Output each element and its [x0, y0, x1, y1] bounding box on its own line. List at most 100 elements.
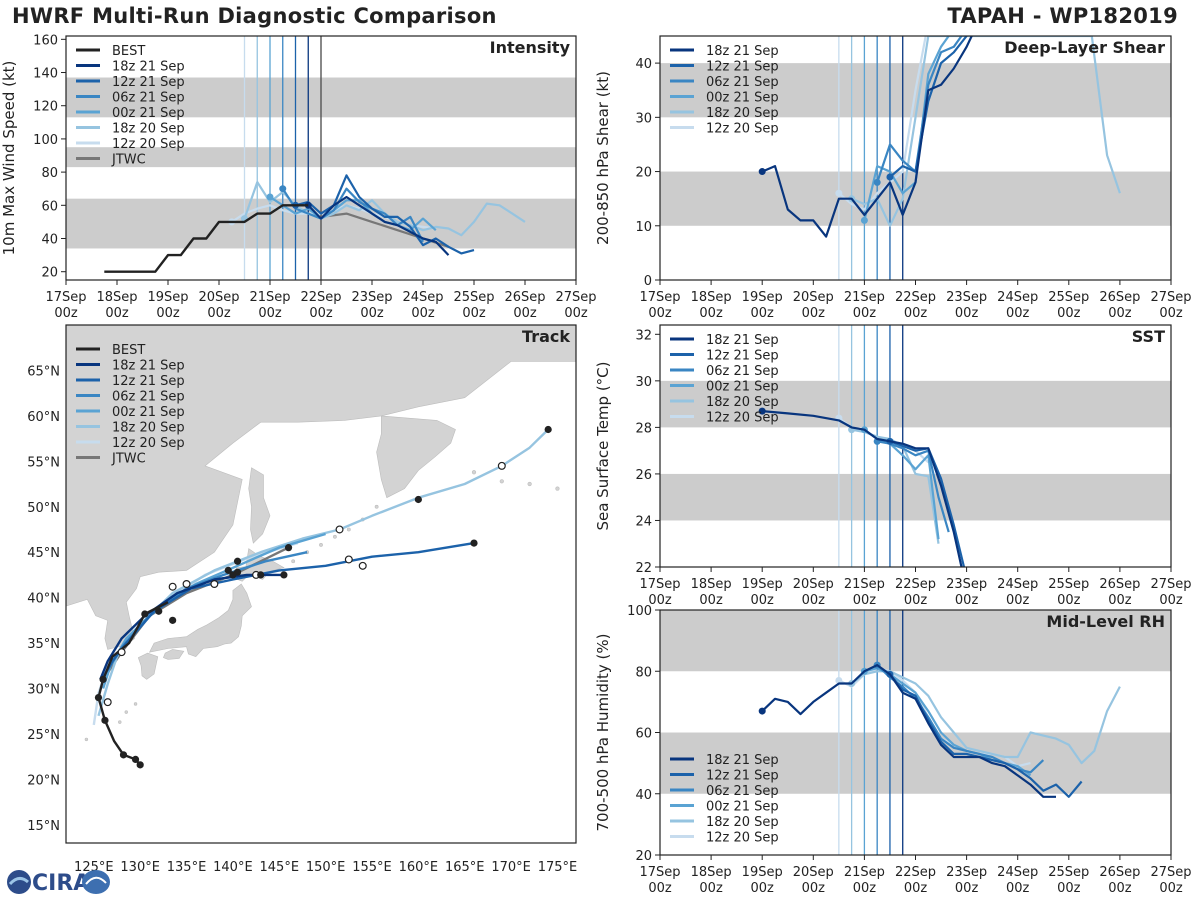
- x-tick-label: 22Sep: [895, 865, 936, 880]
- lat-tick-label: 15°N: [27, 819, 60, 834]
- x-tick-hour-label: 00z: [564, 306, 588, 321]
- y-axis-label: 200-850 hPa Shear (kt): [594, 71, 612, 245]
- panel-title: Mid-Level RH: [1046, 612, 1165, 631]
- x-tick-hour-label: 00z: [258, 306, 282, 321]
- x-tick-label: 27Sep: [1150, 577, 1191, 592]
- ryukyu-island: [118, 720, 122, 724]
- panel-title: Deep-Layer Shear: [1004, 38, 1165, 57]
- x-tick-label: 23Sep: [351, 290, 392, 305]
- panel-rh: 2040608010017Sep00z18Sep00z19Sep00z20Sep…: [594, 604, 1192, 896]
- x-tick-label: 20Sep: [793, 290, 834, 305]
- legend-label: JTWC: [111, 452, 146, 467]
- series-line-12z-21-sep: [889, 673, 1083, 798]
- aleutian-island: [527, 481, 532, 487]
- track-marker-filled: [280, 571, 288, 579]
- track-marker-filled: [544, 425, 552, 434]
- y-tick-label: 80: [635, 665, 652, 680]
- lon-tick-label: 130°E: [120, 860, 160, 875]
- lon-tick-label: 165°E: [445, 860, 485, 875]
- x-tick-label: 25Sep: [1048, 865, 1089, 880]
- x-tick-label: 19Sep: [742, 865, 783, 880]
- legend-label: 18z 20 Sep: [112, 122, 185, 137]
- kuril-island: [374, 504, 379, 509]
- lat-tick-label: 25°N: [27, 728, 60, 743]
- y-tick-label: 10: [635, 220, 652, 235]
- series-line-18z-21-sep: [761, 664, 1056, 798]
- y-tick-label: 22: [635, 561, 652, 576]
- track-marker-open: [117, 648, 126, 657]
- figure-title: HWRF Multi-Run Diagnostic Comparison: [12, 4, 497, 28]
- panel-title: Intensity: [490, 38, 571, 57]
- x-tick-hour-label: 00z: [648, 306, 672, 321]
- aleutian-island: [471, 470, 477, 475]
- legend-label: 18z 21 Sep: [112, 60, 185, 75]
- lon-tick-label: 160°E: [399, 860, 439, 875]
- legend-label: 18z 20 Sep: [706, 815, 779, 830]
- init-marker: [758, 707, 766, 715]
- track-marker-open: [103, 698, 112, 707]
- x-tick-label: 21Sep: [844, 865, 885, 880]
- x-tick-label: 21Sep: [844, 577, 885, 592]
- x-tick-hour-label: 00z: [360, 306, 384, 321]
- x-tick-hour-label: 00z: [648, 593, 672, 608]
- lon-tick-label: 125°E: [74, 860, 114, 875]
- series-line-12z-20-sep: [838, 36, 927, 211]
- legend-label: 00z 21 Sep: [112, 405, 185, 420]
- x-tick-label: 23Sep: [946, 290, 987, 305]
- x-tick-label: 20Sep: [793, 577, 834, 592]
- x-tick-label: 17Sep: [639, 290, 680, 305]
- x-tick-label: 19Sep: [147, 290, 188, 305]
- x-tick-hour-label: 00z: [955, 306, 979, 321]
- lon-tick-label: 140°E: [213, 860, 253, 875]
- partner-logo-icon: [82, 870, 110, 894]
- legend-label: 12z 20 Sep: [706, 831, 779, 846]
- track-marker-filled: [257, 571, 265, 579]
- aleutian-island: [499, 479, 504, 484]
- legend-label: 12z 21 Sep: [112, 75, 185, 90]
- legend-label: 12z 21 Sep: [112, 374, 185, 389]
- track-marker-filled: [414, 495, 422, 504]
- x-tick-label: 18Sep: [691, 865, 732, 880]
- legend-label: 12z 20 Sep: [112, 137, 185, 152]
- series-line-18z-20-sep: [851, 36, 1121, 227]
- track-marker-filled: [131, 755, 140, 763]
- track-marker-open: [358, 561, 367, 570]
- x-tick-label: 18Sep: [691, 577, 732, 592]
- track-marker-filled: [233, 557, 242, 565]
- x-tick-label: 22Sep: [895, 577, 936, 592]
- init-marker: [873, 178, 881, 186]
- track-marker-filled: [229, 571, 237, 579]
- legend-label: BEST: [112, 44, 145, 59]
- track-marker-filled: [136, 761, 144, 769]
- legend-label: 18z 20 Sep: [706, 395, 779, 410]
- y-tick-label: 60: [635, 727, 652, 742]
- legend-label: 06z 21 Sep: [112, 390, 185, 405]
- x-tick-hour-label: 00z: [1159, 306, 1183, 321]
- x-tick-label: 24Sep: [997, 577, 1038, 592]
- x-tick-hour-label: 00z: [853, 306, 877, 321]
- x-tick-hour-label: 00z: [802, 881, 826, 896]
- panel-sst: 22242628303217Sep00z18Sep00z19Sep00z20Se…: [594, 324, 1192, 608]
- kamchatka-landmass: [376, 415, 456, 499]
- x-tick-hour-label: 00z: [699, 881, 723, 896]
- y-tick-label: 40: [635, 57, 652, 72]
- honshu-landmass: [148, 583, 252, 658]
- x-tick-label: 27Sep: [1150, 865, 1191, 880]
- init-marker: [835, 676, 843, 684]
- track-marker-open: [168, 582, 177, 591]
- x-tick-hour-label: 00z: [955, 881, 979, 896]
- lat-tick-label: 35°N: [27, 637, 60, 652]
- y-tick-label: 140: [33, 67, 58, 82]
- track-marker-open: [335, 525, 344, 534]
- series-line-00z-21-sep: [863, 36, 950, 221]
- land-masses: [66, 325, 576, 742]
- series-line-18z-21-sep: [761, 36, 973, 238]
- lon-tick-label: 175°E: [538, 860, 578, 875]
- y-axis-label: 10m Max Wind Speed (kt): [0, 61, 18, 256]
- lat-tick-label: 30°N: [27, 683, 60, 698]
- x-tick-hour-label: 00z: [1057, 306, 1081, 321]
- x-tick-hour-label: 00z: [802, 306, 826, 321]
- track-marker-filled: [284, 544, 293, 552]
- legend-label: 12z 20 Sep: [706, 122, 779, 137]
